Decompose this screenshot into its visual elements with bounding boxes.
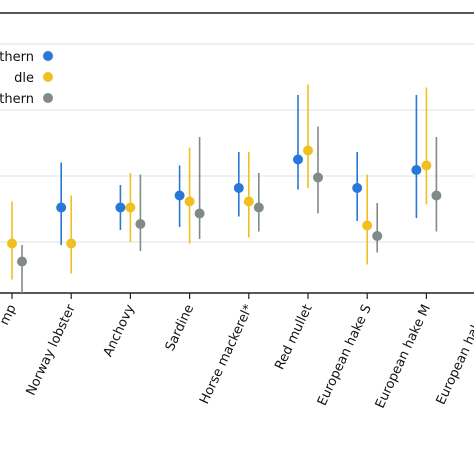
data-point xyxy=(125,202,136,213)
data-point xyxy=(233,183,244,193)
data-point xyxy=(372,231,383,241)
data-point xyxy=(184,196,195,207)
axes xyxy=(0,12,474,299)
data-point xyxy=(303,145,313,156)
legend: thern dle thern xyxy=(0,50,53,107)
data-point xyxy=(293,154,303,165)
x-tick-labels: mp Norway lobster Anchovy Sardine Horse mack… xyxy=(0,302,474,411)
data-point xyxy=(174,190,185,201)
x-tick-label: Norway lobster xyxy=(24,302,79,398)
legend-label: thern xyxy=(0,50,34,65)
data-point xyxy=(253,202,264,213)
x-tick-label: European hake S xyxy=(315,302,375,408)
data-point xyxy=(194,208,205,219)
error-bars xyxy=(11,84,438,293)
data-point xyxy=(352,183,363,193)
x-tick-label: Horse mackerel* xyxy=(197,302,256,407)
data-point xyxy=(243,196,254,207)
legend-label: dle xyxy=(14,71,34,86)
data-point xyxy=(135,219,146,229)
data-point xyxy=(66,238,77,249)
legend-marker xyxy=(43,51,53,61)
x-tick-label: European hake L xyxy=(434,302,474,408)
data-points xyxy=(7,145,442,267)
data-point xyxy=(421,160,432,171)
data-point xyxy=(7,238,17,249)
data-point xyxy=(411,165,422,175)
legend-label: thern xyxy=(0,92,34,107)
data-point xyxy=(56,202,67,213)
data-point xyxy=(115,202,126,213)
data-point xyxy=(313,172,323,183)
gridlines xyxy=(0,43,474,243)
x-tick-label: Sardine xyxy=(163,302,197,353)
legend-marker xyxy=(43,93,53,103)
x-tick-label: European hake M xyxy=(373,302,434,410)
data-point xyxy=(362,220,373,231)
data-point xyxy=(431,190,442,201)
x-tick-label: Anchovy xyxy=(101,302,138,359)
legend-marker xyxy=(43,72,53,82)
x-tick-label: Red mullet xyxy=(272,302,315,372)
data-point xyxy=(17,256,27,267)
x-tick-label: mp xyxy=(0,302,20,327)
